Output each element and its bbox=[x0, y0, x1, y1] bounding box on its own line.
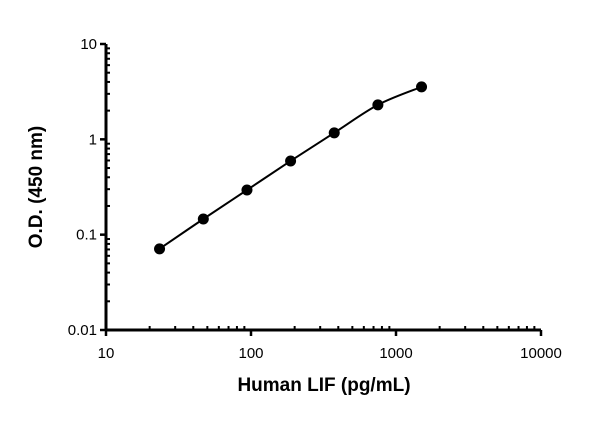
y-tick-label: 1 bbox=[89, 131, 97, 148]
y-tick-label: 10 bbox=[80, 36, 97, 53]
y-axis-title: O.D. (450 nm) bbox=[26, 126, 47, 248]
y-tick-label: 0.01 bbox=[68, 322, 97, 339]
x-tick-label: 10000 bbox=[520, 345, 562, 362]
data-point bbox=[241, 184, 253, 196]
data-point bbox=[197, 213, 209, 225]
x-tick-label: 100 bbox=[238, 345, 263, 362]
data-point bbox=[154, 243, 166, 255]
data-point bbox=[372, 99, 384, 111]
x-tick-label: 10 bbox=[98, 345, 115, 362]
y-tick-label: 0.1 bbox=[76, 227, 97, 244]
data-point bbox=[328, 127, 340, 139]
axes: 0.01 0.1 1 10 10 100 1000 10000 bbox=[68, 36, 562, 362]
fitted-curve bbox=[158, 85, 422, 250]
data-point bbox=[285, 155, 297, 167]
x-axis-title: Human LIF (pg/mL) bbox=[237, 375, 410, 396]
x-tick-label: 1000 bbox=[379, 345, 412, 362]
data-point bbox=[416, 81, 428, 93]
data-points bbox=[154, 81, 428, 255]
